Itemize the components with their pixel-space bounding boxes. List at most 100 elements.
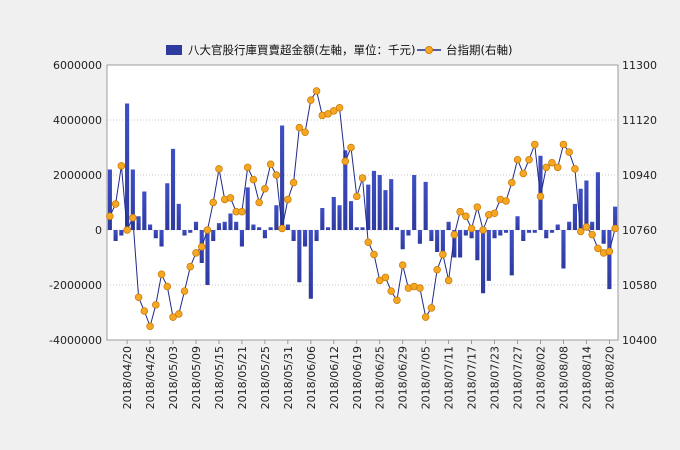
- bar: [251, 224, 256, 230]
- bar: [314, 230, 319, 241]
- bar: [291, 230, 296, 241]
- bar: [337, 205, 342, 230]
- line-point: [140, 307, 149, 315]
- x-tick-label: 2018/08/02: [534, 346, 547, 409]
- line-point: [215, 165, 223, 173]
- x-tick-label: 2018/07/05: [420, 346, 433, 409]
- line-point: [324, 110, 332, 118]
- x-tick-label: 2018/06/06: [305, 346, 318, 409]
- line-point: [301, 128, 309, 136]
- bar: [216, 223, 222, 230]
- line-point: [611, 224, 619, 233]
- line-point: [381, 273, 390, 282]
- bar: [567, 221, 572, 230]
- bar: [498, 230, 503, 236]
- line-point: [307, 96, 315, 104]
- x-tick-label: 2018/05/25: [259, 346, 272, 409]
- line-point: [312, 87, 321, 95]
- y-right-tick: 11300: [622, 59, 657, 72]
- line-point: [473, 203, 482, 211]
- x-tick-label: 2018/05/09: [190, 346, 203, 409]
- bar: [526, 230, 532, 233]
- line-point: [335, 104, 344, 112]
- bar: [613, 206, 618, 230]
- x-axis: 2018/04/20 2018/04/26 2018/05/03 2018/05/09…: [121, 340, 616, 409]
- line-point: [347, 143, 355, 152]
- bar: [348, 201, 354, 230]
- bar: [458, 230, 463, 258]
- line-point: [278, 224, 286, 233]
- line-point: [123, 226, 131, 234]
- bar: [257, 227, 262, 230]
- line-point: [416, 284, 424, 292]
- x-tick-label: 2018/05/03: [167, 346, 180, 409]
- bar: [503, 230, 509, 233]
- line-point: [444, 276, 453, 285]
- bar: [239, 230, 244, 247]
- bar: [532, 230, 537, 233]
- bar: [377, 175, 382, 230]
- bar: [113, 230, 118, 241]
- bar: [406, 230, 411, 236]
- y-right-axis: 11300 11120 10940 10760 10580 10400: [622, 59, 657, 347]
- line-point: [536, 192, 545, 201]
- y-left-axis: 6000000 4000000 2000000 0 -2000000 -4000…: [49, 59, 102, 347]
- line-point: [450, 230, 459, 239]
- bar: [549, 230, 555, 233]
- line-point: [513, 155, 522, 164]
- bar: [417, 230, 422, 244]
- legend-bar-label: 八大官股行庫買賣超金額(左軸，單位：千元): [188, 43, 415, 57]
- bar: [343, 150, 348, 230]
- bar: [481, 230, 486, 294]
- bar: [555, 224, 560, 230]
- bar: [394, 227, 400, 230]
- line-point: [479, 226, 487, 234]
- line-point: [266, 160, 275, 169]
- line-point: [571, 165, 579, 173]
- bar: [521, 230, 526, 241]
- bar: [262, 230, 267, 239]
- line-series: [106, 87, 619, 331]
- bar: [320, 208, 325, 230]
- line-point: [548, 159, 556, 167]
- x-tick-label: 2018/08/08: [557, 346, 570, 409]
- bar: [170, 148, 176, 230]
- x-tick-label: 2018/06/12: [328, 346, 341, 409]
- bar: [475, 230, 480, 261]
- line-point: [146, 322, 154, 331]
- x-tick-label: 2018/07/23: [489, 346, 502, 409]
- bar: [280, 125, 285, 230]
- y-right-tick: 11120: [622, 114, 657, 127]
- line-point: [203, 226, 212, 234]
- bar: [544, 230, 549, 239]
- line-point: [106, 212, 114, 221]
- line-point: [588, 230, 596, 239]
- line-point: [508, 178, 516, 187]
- line-point: [462, 212, 470, 221]
- line-point: [197, 243, 206, 251]
- y-left-tick: 6000000: [53, 59, 102, 72]
- line-point: [393, 296, 401, 305]
- x-tick-label: 2018/04/26: [144, 346, 157, 409]
- bar: [607, 230, 612, 290]
- bar: [561, 230, 566, 269]
- line-point: [226, 194, 235, 202]
- bar: [509, 230, 514, 276]
- x-tick-label: 2018/05/21: [236, 346, 249, 409]
- bar: [153, 230, 158, 239]
- y-right-tick: 10580: [622, 279, 657, 292]
- line-point: [594, 244, 602, 253]
- bar: [176, 203, 181, 230]
- line-point: [439, 250, 447, 259]
- bar: [245, 187, 250, 230]
- line-point: [163, 282, 172, 291]
- line-point: [295, 123, 304, 132]
- bar: [486, 230, 491, 281]
- line-point: [180, 287, 189, 295]
- bar: [440, 230, 445, 258]
- x-tick-label: 2018/06/19: [351, 346, 364, 409]
- bar: [389, 179, 394, 230]
- bar: [412, 175, 417, 230]
- line-point: [134, 293, 143, 301]
